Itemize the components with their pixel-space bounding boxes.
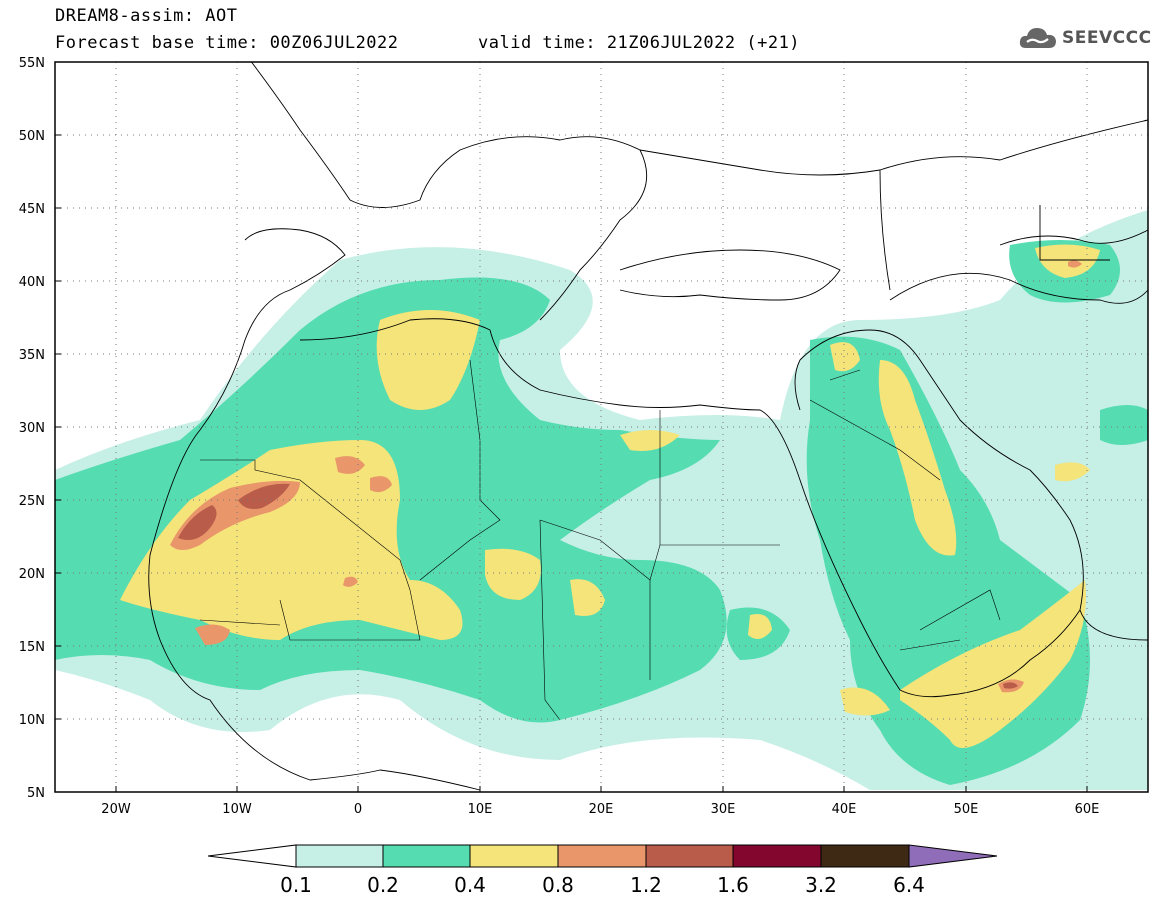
lat-label: 40N <box>19 275 45 290</box>
graticule <box>55 62 1148 792</box>
borders <box>199 359 1001 721</box>
lon-label: 10E <box>468 802 493 817</box>
axis-ticks <box>55 61 1088 793</box>
lon-label: 30E <box>711 802 736 817</box>
lat-label: 10N <box>19 713 45 728</box>
lon-label: 0 <box>354 802 362 817</box>
colorbar-bin-4 <box>557 844 647 868</box>
colorbar-bin-3 <box>469 844 559 868</box>
lat-label: 45N <box>19 202 45 217</box>
aot-level-1.2 <box>178 483 1018 689</box>
colorbar-label: 6.4 <box>893 873 925 897</box>
lat-label: 20N <box>19 567 45 582</box>
lon-label: 10W <box>222 802 252 817</box>
cloud-icon <box>1019 28 1056 48</box>
logo-text: SEEVCCC <box>1062 28 1152 48</box>
seevccc-logo: SEEVCCC <box>1018 24 1152 52</box>
lat-label: 5N <box>27 786 45 801</box>
colorbar-labels: 0.1 0.2 0.4 0.8 1.2 1.6 3.2 6.4 <box>280 873 925 897</box>
lat-label: 15N <box>19 640 45 655</box>
lon-label: 60E <box>1075 802 1100 817</box>
lat-label: 25N <box>19 494 45 509</box>
lon-labels: 20W 10W 0 10E 20E 30E 40E 50E 60E <box>101 802 1099 817</box>
valid-time: valid time: 21Z06JUL2022 (+21) <box>478 33 801 53</box>
colorbar-bin-5 <box>645 844 734 868</box>
coastlines <box>148 62 1148 791</box>
lon-label: 40E <box>832 802 857 817</box>
colorbar-label: 0.8 <box>542 873 574 897</box>
lat-label: 30N <box>19 421 45 436</box>
map-title: DREAM8-assim: AOT <box>55 6 238 26</box>
colorbar-under-triangle <box>207 844 297 868</box>
colorbar-bin-2 <box>382 844 471 868</box>
colorbar-label: 0.4 <box>454 873 486 897</box>
lon-label: 50E <box>954 802 979 817</box>
colorbar-label: 1.2 <box>630 873 662 897</box>
colorbar-bin-1 <box>295 844 384 868</box>
forecast-base-time: Forecast base time: 00Z06JUL2022 <box>55 33 399 53</box>
colorbar-over-triangle <box>908 844 998 868</box>
lon-label: 20E <box>589 802 614 817</box>
lat-label: 35N <box>19 348 45 363</box>
colorbar-bin-6 <box>732 844 822 868</box>
colorbar-label: 0.1 <box>280 873 312 897</box>
colorbar-bin-7 <box>820 844 910 868</box>
colorbar-label: 0.2 <box>367 873 399 897</box>
lat-labels: 55N 50N 45N 40N 35N 30N 25N 20N 15N 10N … <box>19 56 45 801</box>
colorbar-label: 1.6 <box>717 873 749 897</box>
colorbar-label: 3.2 <box>805 873 837 897</box>
colorbar <box>207 844 998 868</box>
lat-label: 55N <box>19 56 45 71</box>
lon-label: 20W <box>101 802 131 817</box>
lat-label: 50N <box>19 129 45 144</box>
